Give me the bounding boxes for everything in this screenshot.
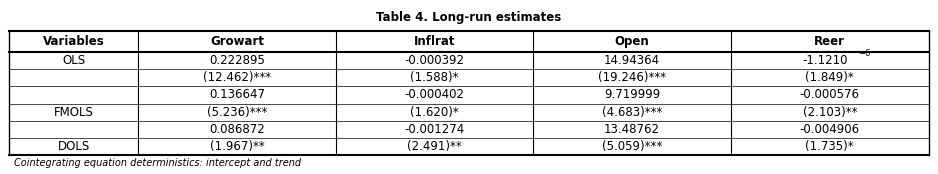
Text: (1.620)*: (1.620)*: [410, 106, 459, 119]
Text: -1.1210: -1.1210: [802, 54, 848, 67]
Text: −6: −6: [858, 49, 870, 58]
Text: DOLS: DOLS: [57, 140, 90, 153]
Text: FMOLS: FMOLS: [53, 106, 94, 119]
Text: Inflrat: Inflrat: [414, 35, 455, 48]
Text: -0.004906: -0.004906: [800, 123, 860, 136]
Text: (2.491)**: (2.491)**: [407, 140, 461, 153]
Text: 0.222895: 0.222895: [209, 54, 265, 67]
Text: -0.000402: -0.000402: [404, 88, 464, 101]
Text: Growart: Growart: [210, 35, 264, 48]
Text: -0.001274: -0.001274: [404, 123, 464, 136]
Text: Table 4. Long-run estimates: Table 4. Long-run estimates: [376, 11, 562, 25]
Text: (4.683)***: (4.683)***: [602, 106, 662, 119]
Text: (5.236)***: (5.236)***: [206, 106, 267, 119]
Text: (1.849)*: (1.849)*: [806, 71, 855, 84]
Text: -0.000576: -0.000576: [800, 88, 860, 101]
Text: (5.059)***: (5.059)***: [602, 140, 662, 153]
Text: 0.136647: 0.136647: [209, 88, 265, 101]
Text: (1.588)*: (1.588)*: [410, 71, 459, 84]
Text: (2.103)**: (2.103)**: [803, 106, 857, 119]
Text: 0.086872: 0.086872: [209, 123, 265, 136]
Text: Reer: Reer: [814, 35, 845, 48]
Text: Variables: Variables: [43, 35, 105, 48]
Text: -0.000392: -0.000392: [404, 54, 464, 67]
Text: (1.967)**: (1.967)**: [209, 140, 265, 153]
Text: 13.48762: 13.48762: [604, 123, 660, 136]
Text: 14.94364: 14.94364: [604, 54, 660, 67]
Text: (19.246)***: (19.246)***: [598, 71, 666, 84]
Text: Open: Open: [614, 35, 649, 48]
Text: 9.719999: 9.719999: [604, 88, 660, 101]
Text: OLS: OLS: [62, 54, 85, 67]
Text: Cointegrating equation deterministics: intercept and trend: Cointegrating equation deterministics: i…: [14, 158, 301, 168]
Text: (12.462)***: (12.462)***: [203, 71, 271, 84]
Text: (1.735)*: (1.735)*: [806, 140, 855, 153]
